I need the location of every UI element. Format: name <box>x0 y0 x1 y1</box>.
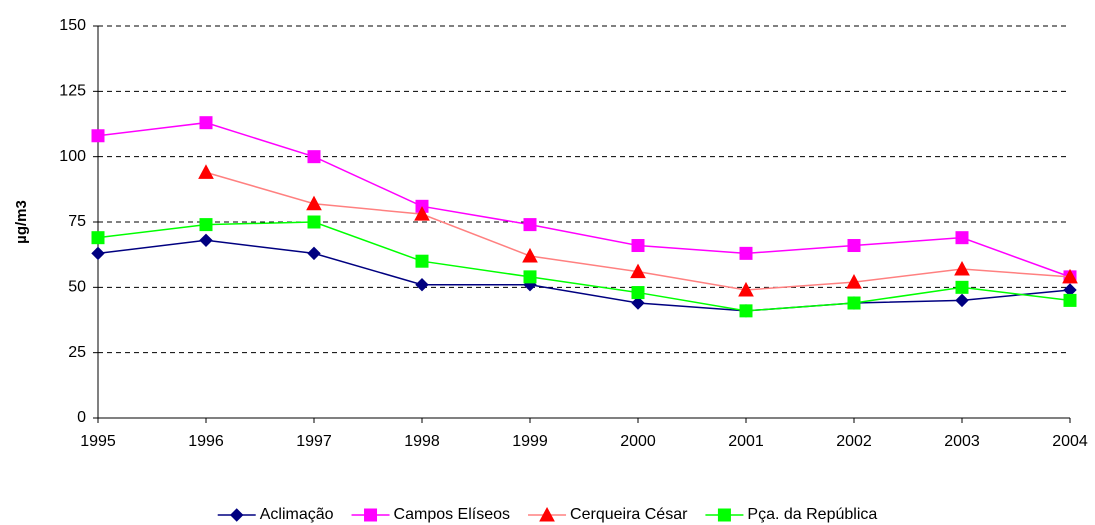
y-axis-label: µg/m3 <box>13 200 30 244</box>
marker <box>631 296 645 310</box>
marker <box>199 116 213 130</box>
y-tick-label: 75 <box>68 213 86 230</box>
marker <box>955 293 969 308</box>
y-tick-label: 125 <box>59 83 86 100</box>
marker <box>846 274 862 289</box>
y-tick-label: 100 <box>59 148 86 165</box>
marker <box>198 164 214 179</box>
x-tick-label: 2004 <box>1052 433 1088 450</box>
marker <box>415 254 429 268</box>
marker <box>954 260 970 276</box>
x-tick-label: 1995 <box>80 433 116 450</box>
legend-label: Cerqueira César <box>570 506 688 523</box>
marker <box>199 233 213 248</box>
marker <box>415 278 429 292</box>
x-tick-label: 2000 <box>620 433 656 450</box>
series-line <box>97 121 1071 278</box>
marker <box>631 286 645 300</box>
marker <box>522 247 538 263</box>
marker <box>414 206 430 221</box>
marker <box>630 263 646 279</box>
marker <box>539 506 555 522</box>
marker <box>955 231 969 245</box>
x-tick-label: 1999 <box>512 433 548 450</box>
marker <box>1062 268 1078 284</box>
series-line <box>97 239 1071 312</box>
legend-label: Pça. da República <box>747 506 877 523</box>
y-tick-label: 150 <box>59 17 86 34</box>
marker <box>199 218 213 232</box>
marker <box>307 150 321 164</box>
marker <box>847 296 861 310</box>
x-tick-label: 1998 <box>404 433 440 450</box>
legend-label: Campos Elíseos <box>394 506 511 523</box>
y-tick-label: 0 <box>77 409 86 426</box>
x-tick-label: 2002 <box>836 433 872 450</box>
marker <box>91 246 105 261</box>
x-tick-label: 2003 <box>944 433 980 450</box>
marker <box>738 281 754 297</box>
legend-label: Aclimação <box>260 506 334 523</box>
marker <box>91 129 105 143</box>
x-tick-label: 2001 <box>728 433 764 450</box>
marker <box>523 270 537 284</box>
marker <box>1063 293 1077 307</box>
y-tick-label: 25 <box>68 344 86 361</box>
marker <box>739 304 753 318</box>
y-tick-label: 50 <box>68 279 86 296</box>
marker <box>847 239 861 253</box>
series-line <box>97 221 1071 312</box>
marker <box>523 218 537 232</box>
marker <box>717 508 731 522</box>
x-tick-label: 1996 <box>188 433 224 450</box>
marker <box>955 280 969 294</box>
marker <box>306 195 322 211</box>
marker <box>91 231 105 245</box>
marker <box>364 508 378 522</box>
marker <box>631 239 645 253</box>
marker <box>230 508 244 522</box>
marker <box>739 246 753 260</box>
marker <box>307 215 321 229</box>
legend: Aclimação Campos Elíseos Cerqueira César Pç… <box>217 506 877 523</box>
marker <box>307 246 321 261</box>
x-tick-label: 1997 <box>296 433 332 450</box>
